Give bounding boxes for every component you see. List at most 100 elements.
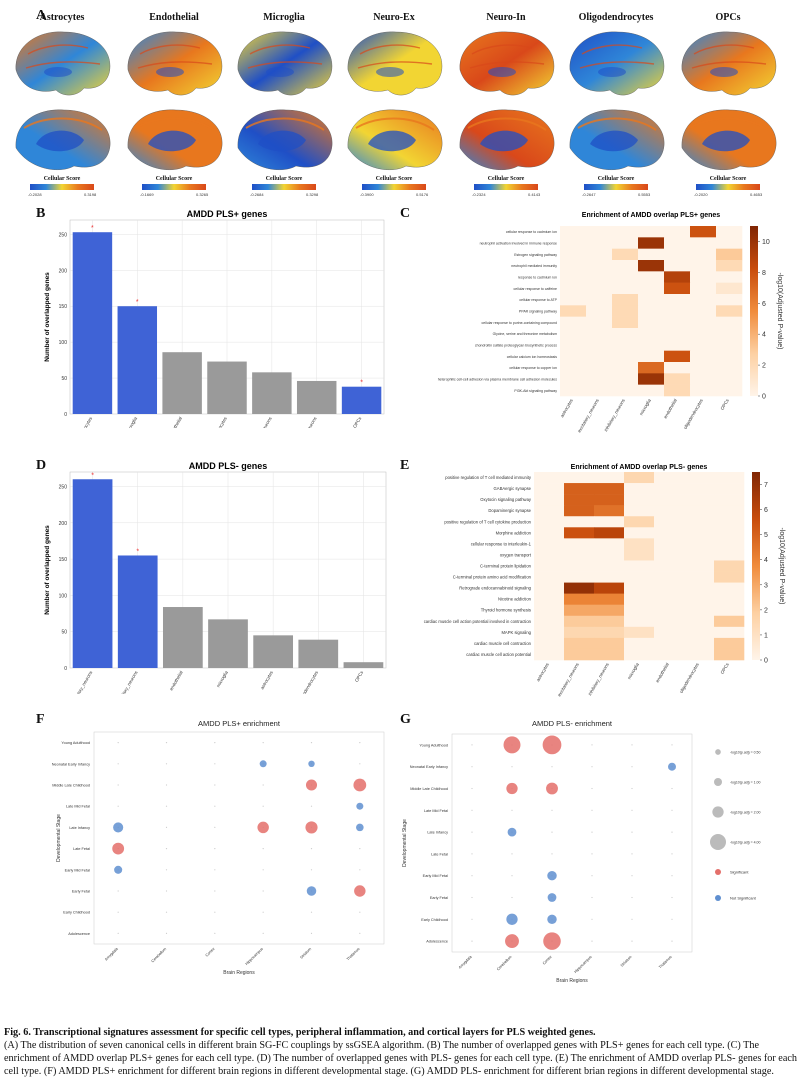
x-tick-label: excitatory_neurons bbox=[294, 415, 318, 428]
bar-endothelial bbox=[162, 607, 203, 668]
y-tick-label: Early Fetal bbox=[72, 890, 90, 894]
y-tick-label: Early Mid Fetal bbox=[65, 868, 90, 872]
plot-frame bbox=[451, 733, 693, 953]
grid-dot bbox=[214, 890, 216, 892]
heatmap-cell bbox=[594, 494, 625, 506]
heatmap-cell bbox=[664, 237, 691, 249]
chart-title: AMDD PLS+ enrichment bbox=[198, 719, 281, 728]
y-tick-label: 100 bbox=[59, 593, 68, 599]
bar-microglia bbox=[117, 306, 158, 414]
heatmap-cell bbox=[624, 604, 655, 617]
heatmap-cell bbox=[714, 648, 745, 661]
grid-dot bbox=[591, 744, 593, 746]
heatmap-cell bbox=[624, 483, 655, 495]
heatmap-cell bbox=[684, 582, 715, 594]
heatmap-cell bbox=[594, 549, 625, 561]
panel-letter-g: G bbox=[400, 712, 411, 727]
heatmap-cell bbox=[594, 538, 625, 550]
bar-astrocytes bbox=[253, 635, 294, 668]
heatmap-cell bbox=[638, 316, 665, 329]
grid-dot bbox=[214, 784, 216, 786]
heatmap-cell bbox=[586, 271, 613, 283]
grid-dot bbox=[359, 742, 361, 744]
heatmap-cell bbox=[586, 294, 613, 306]
heatmap-cell bbox=[716, 271, 743, 283]
row-label: cellular response to cadmium ion bbox=[506, 230, 557, 234]
x-axis-label: Brain Regions bbox=[223, 970, 255, 976]
heatmap-cell bbox=[564, 593, 595, 606]
heatmap-cell bbox=[664, 316, 691, 329]
heatmap-cell bbox=[612, 248, 639, 261]
grid-dot bbox=[511, 896, 513, 899]
heatmap-cell bbox=[654, 593, 685, 606]
heatmap-cell bbox=[654, 615, 685, 628]
row-label: cellular response to interleukin-1 bbox=[471, 541, 532, 546]
brain-title-3: Neuro-Ex bbox=[373, 12, 415, 23]
row-label: C-terminal protein amino acid modificati… bbox=[453, 575, 532, 580]
panel-letter-c: C bbox=[400, 206, 411, 221]
heatmap-cell bbox=[560, 260, 587, 272]
chart-g-pls-minus-enrichment: AMDD PLS- enrichment Young Adulthood Neona… bbox=[402, 719, 761, 984]
heatmap-cell bbox=[612, 305, 639, 317]
x-tick-label: Amygdala bbox=[104, 946, 119, 961]
heatmap-cell bbox=[560, 305, 587, 317]
heatmap-cell bbox=[664, 248, 691, 261]
row-label: cellular response to copper ion bbox=[509, 366, 557, 370]
heatmap-cell bbox=[684, 626, 715, 639]
x-tick-label: Hippocampus bbox=[245, 947, 264, 966]
grid-dot bbox=[471, 940, 473, 942]
heatmap-cell bbox=[624, 637, 655, 650]
enrichment-dot bbox=[354, 885, 366, 897]
grid-dot bbox=[214, 911, 216, 913]
grid-dot bbox=[631, 940, 633, 942]
heatmap-cell bbox=[690, 362, 717, 374]
grid-dot bbox=[262, 911, 264, 913]
y-tick-label: 200 bbox=[59, 521, 68, 527]
enrichment-dot bbox=[547, 870, 557, 881]
brain-maps-2 bbox=[237, 31, 333, 190]
heatmap-cell bbox=[690, 350, 717, 363]
heatmap-cell bbox=[690, 328, 717, 340]
heatmap-cell bbox=[594, 516, 625, 528]
heatmap-cell bbox=[654, 648, 685, 661]
grid-dot bbox=[671, 896, 673, 899]
bar-excitatory_neurons bbox=[72, 479, 113, 668]
grid-dot bbox=[359, 848, 361, 850]
heatmap-cell bbox=[564, 549, 595, 561]
heatmap-cell bbox=[586, 373, 613, 385]
heatmap-cell bbox=[612, 362, 639, 374]
heatmap-cell bbox=[534, 582, 565, 594]
grid-dot bbox=[117, 890, 119, 892]
heatmap-cell bbox=[612, 294, 639, 306]
y-tick-label: Middle Late Childhood bbox=[410, 787, 448, 791]
heatmap-cell bbox=[534, 637, 565, 650]
heatmap-cell bbox=[654, 505, 685, 517]
colorbar-label-4: Cellular Score bbox=[487, 176, 525, 182]
panel-letter-f: F bbox=[36, 712, 45, 727]
column-label: astrocytes bbox=[535, 661, 550, 682]
chart-c-pls-plus-heatmap: Enrichment of AMDD overlap PLS+ genes cel… bbox=[438, 212, 783, 433]
column-label: endothelial bbox=[655, 662, 670, 683]
brain-maps-3 bbox=[347, 31, 443, 190]
column-label: inhibitory_neurons bbox=[603, 397, 626, 432]
colorbar-tick-label: 0 bbox=[762, 394, 766, 401]
enrichment-dot bbox=[503, 736, 521, 754]
colorbar-tick-label: 7 bbox=[764, 482, 768, 489]
heatmap-cell bbox=[624, 560, 655, 572]
enrichment-dot bbox=[547, 914, 557, 925]
y-tick-label: Early Childhood bbox=[421, 918, 448, 922]
y-tick-label: 200 bbox=[59, 268, 68, 274]
heatmap-cell bbox=[684, 637, 715, 650]
heatmap-cell bbox=[714, 494, 745, 506]
heatmap-cell bbox=[684, 615, 715, 628]
grid-dot bbox=[591, 875, 593, 877]
chart-d-pls-minus-bars: AMDD PLS- genes Number of overlapped gene… bbox=[44, 461, 387, 694]
row-label: cardiac muscle cell action potential inv… bbox=[424, 619, 532, 624]
heatmap-cell bbox=[564, 494, 595, 506]
enrichment-dot bbox=[305, 821, 318, 834]
legend-size-dot bbox=[715, 749, 721, 755]
x-tick-label: Thalamus bbox=[658, 955, 673, 970]
grid-dot bbox=[551, 831, 553, 833]
heatmap-cell bbox=[560, 350, 587, 363]
colorbar-max-2: 0.3298 bbox=[306, 192, 319, 197]
